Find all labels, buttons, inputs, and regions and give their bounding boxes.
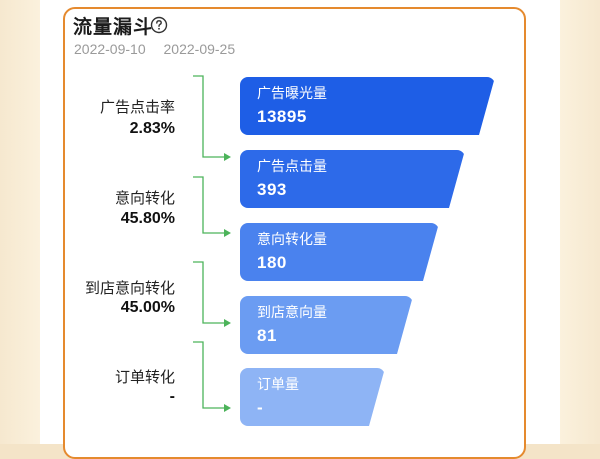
funnel-stage-orders[interactable]: 订单量 - — [240, 368, 385, 426]
rate-value-intent: 45.80% — [120, 210, 175, 227]
stage-value: 81 — [257, 326, 277, 345]
rate-label-intent: 意向转化 — [114, 189, 175, 207]
date-range: 2022-09-10 2022-09-25 — [74, 41, 249, 57]
rate-value-order: - — [169, 388, 175, 405]
rate-label-order: 订单转化 — [114, 368, 175, 386]
funnel-stage-clicks[interactable]: 广告点击量 393 — [240, 150, 465, 208]
rate-label-visit: 到店意向转化 — [84, 279, 175, 297]
rate-label-click: 广告点击率 — [99, 98, 175, 116]
stage-name: 广告曝光量 — [257, 86, 327, 102]
rate-value-click: 2.83% — [129, 120, 175, 137]
left-background-strip — [0, 0, 40, 444]
stage-value: 393 — [257, 180, 287, 199]
funnel-stage-intent[interactable]: 意向转化量 180 — [240, 223, 439, 281]
funnel-stage-impressions[interactable]: 广告曝光量 13895 — [240, 77, 495, 135]
funnel-stage-store-visit[interactable]: 到店意向量 81 — [240, 296, 413, 354]
stage-value: - — [257, 398, 264, 417]
right-background-strip — [560, 0, 600, 444]
rate-value-visit: 45.00% — [120, 299, 175, 316]
stage-name: 意向转化量 — [257, 232, 327, 248]
question-circle-icon[interactable] — [150, 16, 168, 34]
stage-name: 订单量 — [257, 377, 299, 393]
date-end: 2022-09-25 — [163, 41, 236, 57]
stage-value: 13895 — [257, 107, 307, 126]
card-title: 流量漏斗 — [73, 16, 154, 38]
stage-value: 180 — [257, 253, 287, 272]
date-start: 2022-09-10 — [74, 41, 146, 57]
stage-name: 广告点击量 — [257, 159, 327, 175]
stage-name: 到店意向量 — [257, 305, 327, 321]
